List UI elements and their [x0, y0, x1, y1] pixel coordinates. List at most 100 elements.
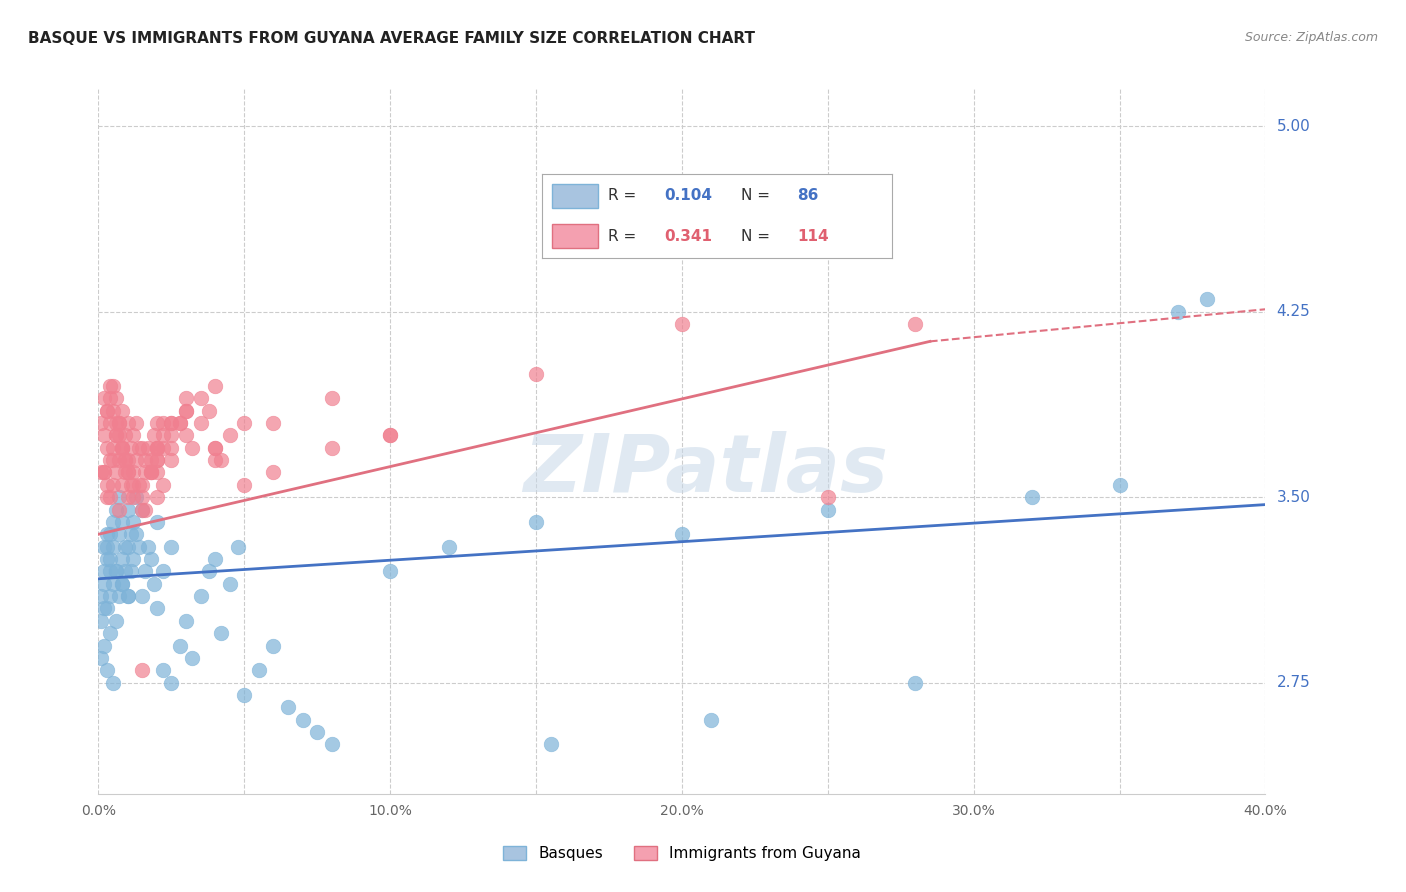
Point	[111, 478, 134, 492]
Point	[152, 663, 174, 677]
Point	[160, 675, 183, 690]
Point	[146, 441, 169, 455]
Point	[111, 441, 134, 455]
Point	[111, 576, 134, 591]
Point	[96, 478, 118, 492]
Point	[101, 675, 124, 690]
Point	[108, 589, 131, 603]
Point	[131, 441, 153, 455]
Point	[125, 490, 148, 504]
Point	[108, 490, 131, 504]
Point	[117, 416, 139, 430]
Point	[114, 453, 136, 467]
Point	[160, 416, 183, 430]
Point	[117, 466, 139, 480]
Point	[98, 527, 121, 541]
Point	[160, 540, 183, 554]
Point	[160, 453, 183, 467]
Text: 3.50: 3.50	[1277, 490, 1310, 505]
Point	[125, 416, 148, 430]
Point	[233, 688, 256, 702]
Point	[136, 441, 159, 455]
Point	[117, 589, 139, 603]
Point	[114, 453, 136, 467]
Point	[98, 589, 121, 603]
Point	[204, 441, 226, 455]
Point	[120, 565, 142, 579]
Point	[247, 663, 270, 677]
Point	[128, 441, 150, 455]
Point	[209, 626, 232, 640]
Point	[104, 416, 127, 430]
Point	[204, 379, 226, 393]
Point	[120, 478, 142, 492]
Text: ZIPatlas: ZIPatlas	[523, 431, 887, 508]
Point	[540, 738, 562, 752]
Point	[146, 416, 169, 430]
Point	[152, 565, 174, 579]
Point	[104, 428, 127, 442]
Point	[93, 428, 115, 442]
Point	[101, 515, 124, 529]
Point	[152, 428, 174, 442]
Point	[104, 565, 127, 579]
Text: Source: ZipAtlas.com: Source: ZipAtlas.com	[1244, 31, 1378, 45]
Point	[108, 527, 131, 541]
Point	[904, 317, 927, 331]
Point	[321, 391, 343, 405]
Point	[204, 453, 226, 467]
Point	[90, 466, 112, 480]
Point	[104, 428, 127, 442]
Point	[101, 403, 124, 417]
Text: BASQUE VS IMMIGRANTS FROM GUYANA AVERAGE FAMILY SIZE CORRELATION CHART: BASQUE VS IMMIGRANTS FROM GUYANA AVERAGE…	[28, 31, 755, 46]
Point	[114, 466, 136, 480]
Point	[817, 490, 839, 504]
Point	[122, 466, 145, 480]
Point	[114, 540, 136, 554]
Point	[180, 441, 202, 455]
Point	[131, 502, 153, 516]
Point	[146, 453, 169, 467]
Point	[700, 713, 723, 727]
Point	[101, 441, 124, 455]
Point	[152, 441, 174, 455]
Point	[101, 453, 124, 467]
Point	[125, 453, 148, 467]
Text: 4.25: 4.25	[1277, 304, 1310, 319]
Point	[671, 317, 693, 331]
Point	[190, 391, 212, 405]
Point	[134, 453, 156, 467]
Point	[108, 502, 131, 516]
Point	[524, 515, 547, 529]
Point	[380, 428, 402, 442]
Point	[98, 552, 121, 566]
Point	[108, 453, 131, 467]
Point	[139, 466, 162, 480]
Point	[817, 502, 839, 516]
Point	[122, 515, 145, 529]
Point	[174, 403, 197, 417]
Point	[98, 626, 121, 640]
Point	[111, 576, 134, 591]
Point	[98, 490, 121, 504]
Point	[198, 403, 221, 417]
Point	[93, 565, 115, 579]
Point	[114, 428, 136, 442]
Point	[120, 527, 142, 541]
Point	[96, 663, 118, 677]
Point	[142, 428, 165, 442]
Point	[139, 552, 162, 566]
Point	[160, 441, 183, 455]
Point	[131, 589, 153, 603]
Text: 5.00: 5.00	[1277, 119, 1310, 134]
Point	[437, 540, 460, 554]
Point	[1021, 490, 1043, 504]
Point	[96, 527, 118, 541]
Point	[262, 466, 284, 480]
Point	[104, 466, 127, 480]
Point	[146, 466, 169, 480]
Point	[108, 416, 131, 430]
Point	[131, 502, 153, 516]
Point	[233, 416, 256, 430]
Point	[136, 540, 159, 554]
